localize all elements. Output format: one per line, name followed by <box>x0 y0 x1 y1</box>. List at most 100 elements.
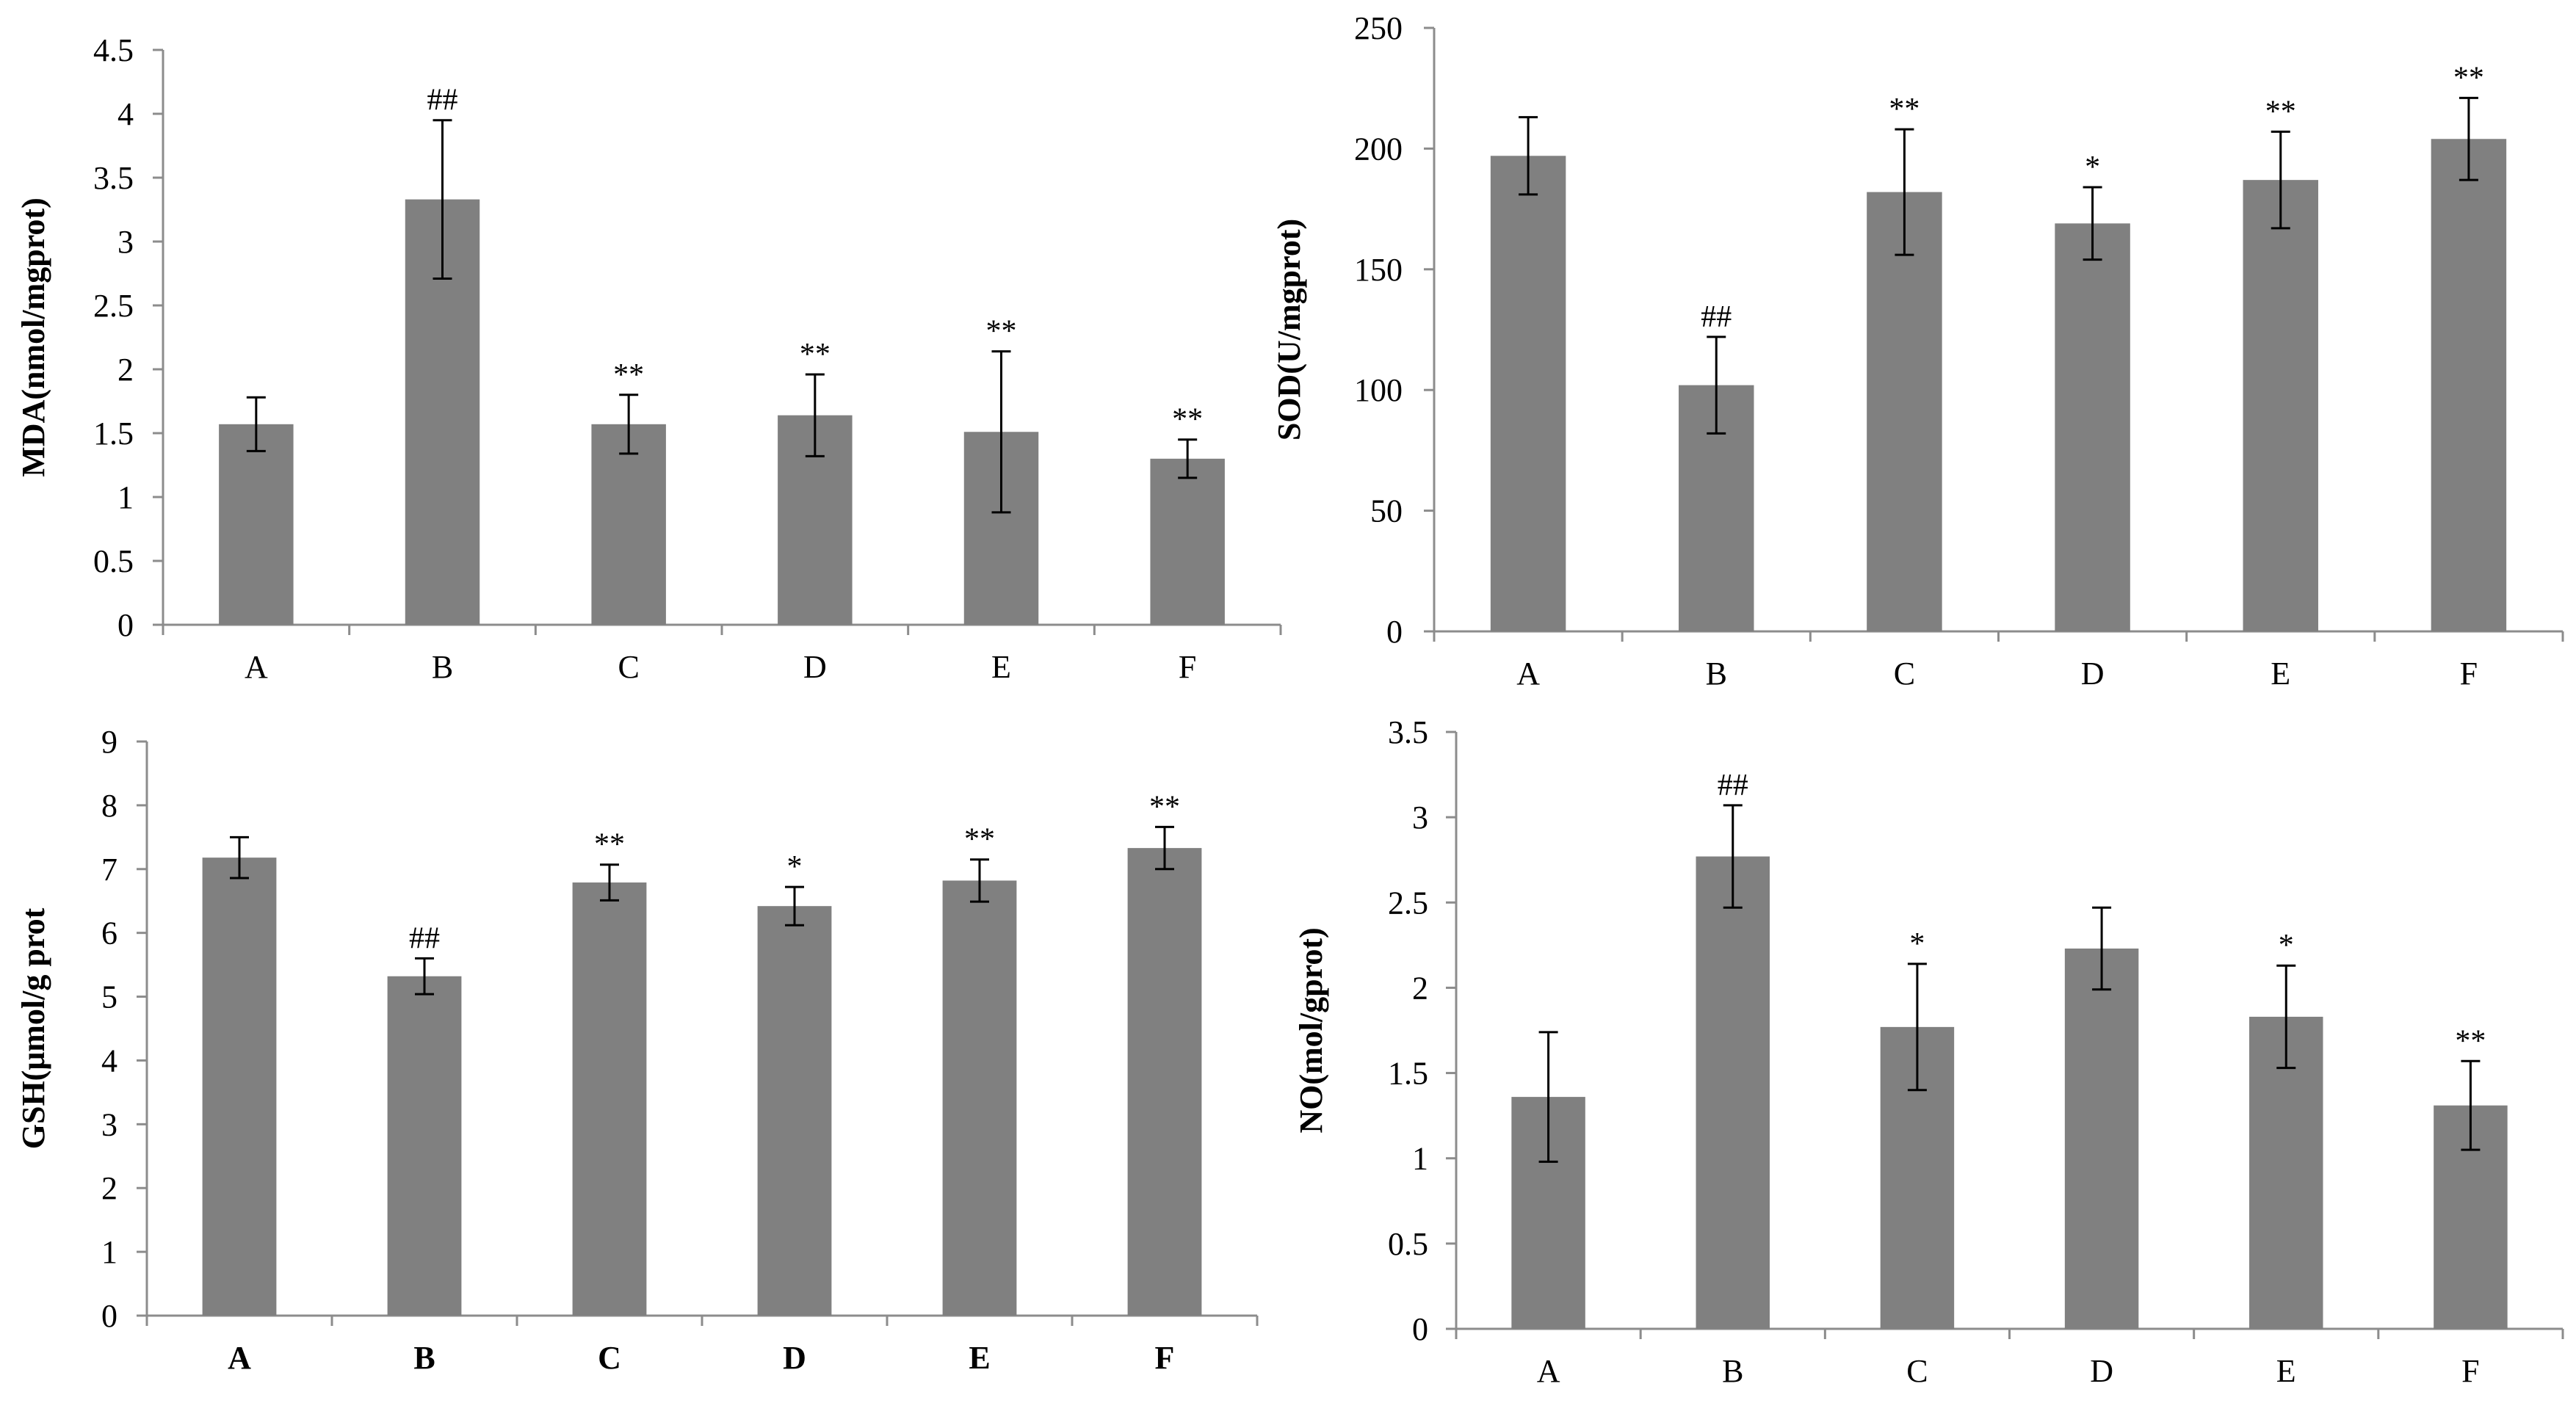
y-axis-label: SOD(U/mgprot) <box>1271 219 1307 440</box>
bar-D <box>2064 949 2139 1329</box>
significance-label-F: ** <box>1149 790 1180 824</box>
bar-C <box>572 882 647 1316</box>
y-tick-label: 3 <box>101 1106 117 1142</box>
y-tick-label: 8 <box>101 788 117 824</box>
y-axis-label: MDA(nmol/mgprot) <box>15 197 51 476</box>
y-tick-label: 0 <box>1386 614 1403 650</box>
chart-1: 0 0.5 1 1.5 2 2.5 3 3.5 4 4.5 A ## B ** C ** D ** E ** F MDA(… <box>15 32 1282 685</box>
x-tick-label-D: D <box>2090 1353 2113 1389</box>
y-tick-label: 4 <box>117 96 134 132</box>
bar-E <box>2243 180 2318 632</box>
x-tick-label-F: F <box>2460 656 2478 692</box>
bar-F <box>2431 139 2507 632</box>
y-tick-label: 150 <box>1354 252 1403 288</box>
significance-label-B: ## <box>1701 300 1732 334</box>
y-tick-label: 5 <box>101 979 117 1015</box>
x-tick-label-A: A <box>245 649 268 685</box>
bar-A <box>219 424 294 625</box>
x-tick-label-A: A <box>1516 656 1540 692</box>
significance-label-F: ** <box>2453 61 2484 95</box>
y-tick-label: 2.5 <box>93 288 134 324</box>
x-tick-label-E: E <box>2271 656 2290 692</box>
bar-D <box>757 906 832 1316</box>
x-tick-label-D: D <box>2081 656 2105 692</box>
y-tick-label: 2.5 <box>1388 885 1428 921</box>
x-tick-label-B: B <box>432 649 453 685</box>
y-tick-label: 100 <box>1354 372 1403 408</box>
significance-label-C: ** <box>1889 93 1920 126</box>
significance-label-C: * <box>1909 927 1925 961</box>
x-tick-label-F: F <box>2461 1353 2479 1389</box>
x-tick-label-B: B <box>413 1340 435 1376</box>
x-tick-label-D: D <box>783 1340 806 1376</box>
chart-3: 0 1 2 3 4 5 6 7 8 9 A ## B ** C * D ** E ** F GSH(μmol/g prot <box>15 724 1259 1376</box>
x-tick-label-A: A <box>1537 1353 1560 1389</box>
x-tick-label-C: C <box>618 649 639 685</box>
bar-E <box>942 880 1017 1316</box>
y-tick-label: 200 <box>1354 131 1403 167</box>
bar-F <box>1150 458 1225 625</box>
y-tick-label: 0.5 <box>1388 1226 1428 1262</box>
x-tick-label-F: F <box>1155 1340 1175 1376</box>
x-tick-label-E: E <box>969 1340 990 1376</box>
significance-label-B: ## <box>427 84 458 117</box>
y-tick-label: 3 <box>117 224 134 260</box>
significance-label-E: ** <box>964 823 995 857</box>
x-tick-label-B: B <box>1722 1353 1743 1389</box>
y-tick-label: 1.5 <box>1388 1056 1428 1092</box>
y-tick-label: 2 <box>117 352 134 388</box>
y-tick-label: 2 <box>101 1170 117 1206</box>
bar-F <box>1127 848 1202 1316</box>
y-axis-label: GSH(μmol/g prot <box>15 907 51 1149</box>
chart-4: 0 0.5 1 1.5 2 2.5 3 3.5 A ## B * C D * E ** F NO(mol/gprot… <box>1293 714 2564 1389</box>
x-tick-label-B: B <box>1706 656 1727 692</box>
x-tick-label-A: A <box>228 1340 251 1376</box>
bar-A <box>202 858 277 1316</box>
significance-label-C: ** <box>613 358 644 392</box>
y-tick-label: 3.5 <box>1388 714 1428 750</box>
y-tick-label: 1.5 <box>93 416 134 452</box>
significance-label-B: ## <box>409 921 440 955</box>
y-tick-label: 250 <box>1354 10 1403 46</box>
bar-B <box>387 976 462 1316</box>
y-tick-label: 3 <box>1412 800 1428 835</box>
significance-label-D: ** <box>800 338 831 371</box>
significance-label-F: ** <box>1172 403 1203 437</box>
y-tick-label: 4 <box>101 1043 117 1078</box>
significance-label-D: * <box>787 850 803 884</box>
y-tick-label: 0.5 <box>93 543 134 579</box>
x-tick-label-E: E <box>991 649 1011 685</box>
x-tick-label-C: C <box>598 1340 621 1376</box>
chart-2: 0 50 100 150 200 250 A ## B ** C * D ** E ** F SOD(U/mgpr… <box>1271 10 2564 692</box>
x-tick-label-F: F <box>1179 649 1196 685</box>
bar-D <box>2055 223 2130 631</box>
bar-B <box>1696 856 1770 1329</box>
y-tick-label: 6 <box>101 916 117 951</box>
y-tick-label: 1 <box>117 479 134 515</box>
y-tick-label: 7 <box>101 852 117 888</box>
x-tick-label-C: C <box>1906 1353 1928 1389</box>
bar-C <box>591 424 666 625</box>
x-tick-label-E: E <box>2276 1353 2296 1389</box>
bar-A <box>1490 156 1566 631</box>
y-tick-label: 1 <box>1412 1141 1428 1177</box>
x-tick-label-C: C <box>1894 656 1915 692</box>
y-tick-label: 0 <box>101 1298 117 1334</box>
y-axis-label: NO(mol/gprot) <box>1293 927 1329 1133</box>
significance-label-F: ** <box>2455 1024 2486 1058</box>
significance-label-C: ** <box>594 828 625 862</box>
x-tick-label-D: D <box>803 649 827 685</box>
bar-C <box>1867 192 1942 632</box>
significance-label-E: ** <box>986 315 1017 349</box>
y-tick-label: 50 <box>1370 493 1403 529</box>
y-tick-label: 1 <box>101 1234 117 1270</box>
y-tick-label: 4.5 <box>93 32 134 68</box>
y-tick-label: 9 <box>101 724 117 760</box>
significance-label-B: ## <box>1718 769 1748 802</box>
y-tick-label: 0 <box>117 607 134 643</box>
y-tick-label: 0 <box>1412 1311 1428 1347</box>
significance-label-D: * <box>2085 151 2100 184</box>
y-tick-label: 3.5 <box>93 160 134 196</box>
y-tick-label: 2 <box>1412 970 1428 1006</box>
